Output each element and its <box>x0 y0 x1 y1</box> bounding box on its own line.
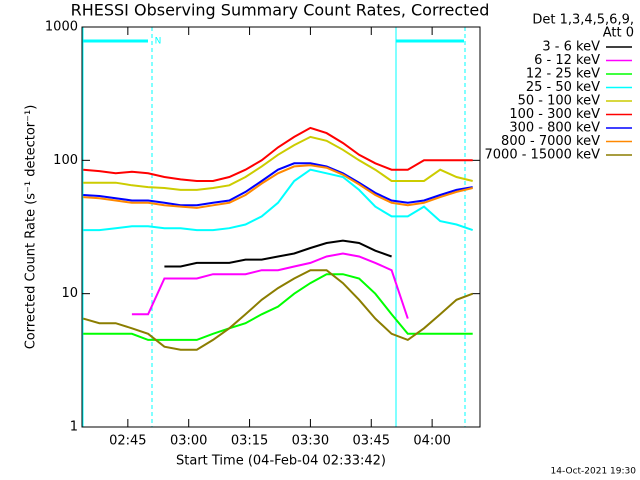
legend-label: 100 - 300 keV <box>509 107 600 122</box>
legend-label: 800 - 7000 keV <box>501 134 600 149</box>
x-tick-label: 03:45 <box>353 434 390 449</box>
y-axis-label: Corrected Count Rate (s⁻¹ detector⁻¹) <box>24 105 39 350</box>
series-line <box>83 168 474 232</box>
legend-label: 3 - 6 keV <box>542 40 600 55</box>
legend-label: 25 - 50 keV <box>526 80 600 95</box>
x-tick-label: 03:15 <box>231 434 268 449</box>
x-tick-label: 03:30 <box>292 434 329 449</box>
y-tick-label: 1 <box>70 420 78 435</box>
legend-label: 300 - 800 keV <box>509 121 600 136</box>
series-line <box>83 135 473 191</box>
x-tick-label: 02:45 <box>109 434 146 449</box>
legend-header: Att 0 <box>603 26 634 41</box>
series-line <box>82 269 474 351</box>
x-tick-label: 03:00 <box>170 434 207 449</box>
legend-header: Det 1,3,4,5,6,9, <box>532 13 634 28</box>
footer: 14-Oct-2021 19:30 <box>551 467 637 477</box>
y-tick-label: 100 <box>53 153 78 168</box>
series-line <box>83 164 473 209</box>
x-axis-label: Start Time (04-Feb-04 02:33:42) <box>176 454 386 469</box>
series-line <box>131 252 409 319</box>
legend-label: 6 - 12 keV <box>534 53 600 68</box>
x-tick-label: 04:00 <box>413 434 450 449</box>
legend-label: 7000 - 15000 keV <box>485 148 601 163</box>
legend-label: 50 - 100 keV <box>518 94 601 109</box>
series-line <box>83 273 473 341</box>
y-tick-label: 10 <box>61 286 78 301</box>
series-line <box>83 162 473 207</box>
plot-frame <box>81 26 481 428</box>
y-tick-label: 1000 <box>45 20 78 35</box>
chart-title: RHESSI Observing Summary Count Rates, Co… <box>71 1 490 20</box>
legend-label: 12 - 25 keV <box>526 67 600 82</box>
series-line <box>164 239 392 268</box>
series-line <box>83 126 473 182</box>
annotation: N <box>155 37 162 47</box>
